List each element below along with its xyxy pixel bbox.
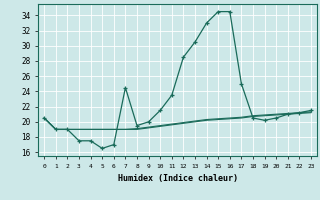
X-axis label: Humidex (Indice chaleur): Humidex (Indice chaleur) <box>118 174 238 183</box>
